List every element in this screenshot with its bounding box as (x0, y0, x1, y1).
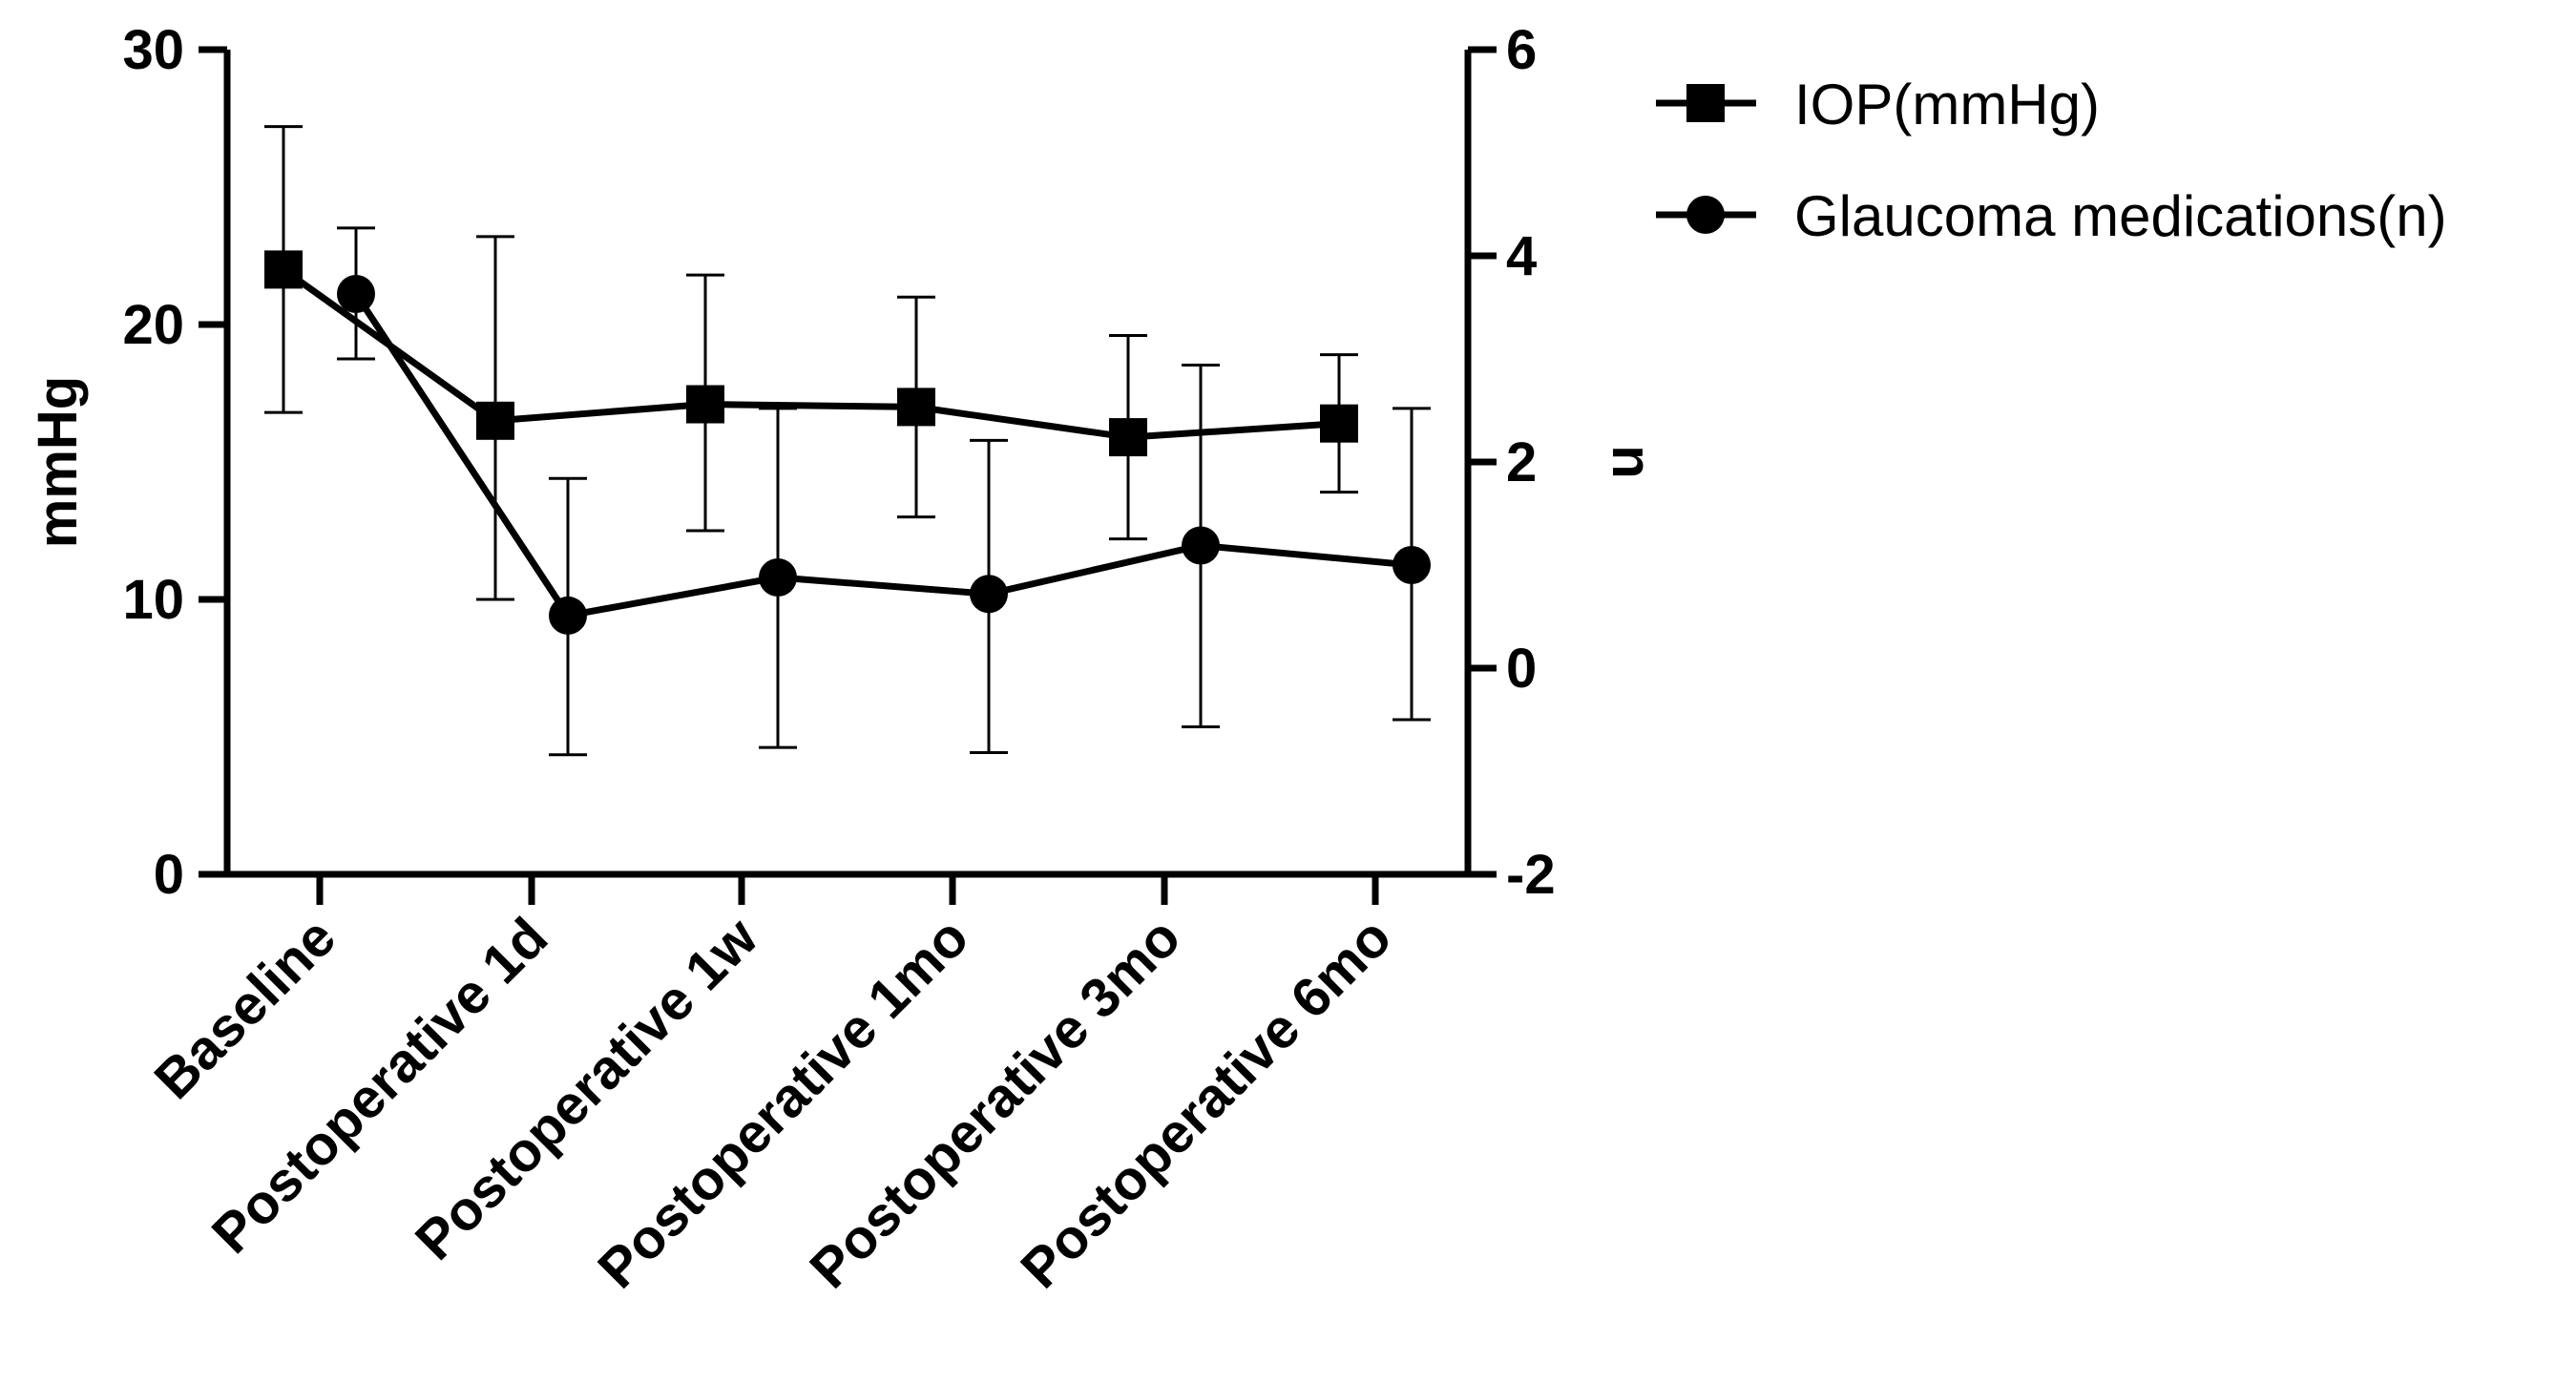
series-line (353, 292, 1413, 619)
left-axis-title: mmHg (27, 376, 89, 548)
left-axis-tick-label: 30 (122, 19, 184, 81)
right-axis-tick-label: 6 (1506, 19, 1537, 81)
data-point (476, 401, 514, 440)
data-point (970, 575, 1008, 614)
legend-marker (1686, 84, 1725, 122)
series-medications (337, 226, 1431, 757)
data-point (1320, 404, 1358, 443)
legend-label: Glaucoma medications(n) (1794, 184, 2447, 248)
x-axis-category-label: Postoperative 1mo (586, 906, 980, 1300)
x-axis-category-label: Postoperative 1w (404, 906, 770, 1272)
x-axis-category-label: Postoperative 6mo (1009, 906, 1403, 1300)
left-axis-tick-label: 20 (122, 294, 184, 356)
series-layer (264, 125, 1431, 757)
right-axis-tick-label: 0 (1506, 638, 1537, 700)
series-line (281, 266, 1340, 441)
data-point (1182, 526, 1220, 565)
data-point (1109, 418, 1147, 457)
axes (199, 46, 1497, 905)
data-point (759, 557, 797, 597)
right-axis-title: n (1601, 445, 1663, 478)
right-axis-tick-label: 2 (1506, 431, 1537, 493)
legend-marker (1686, 196, 1725, 234)
data-point (549, 596, 587, 635)
data-point (686, 385, 724, 424)
left-axis-tick-label: 10 (122, 569, 184, 631)
right-axis-tick-label: 4 (1506, 225, 1537, 287)
data-point (264, 250, 303, 289)
data-point (897, 388, 935, 427)
right-axis-tick-label: -2 (1506, 844, 1556, 906)
x-axis-category-label: Postoperative 3mo (798, 906, 1192, 1300)
left-axis-tick-label: 0 (154, 844, 184, 906)
series-iop (264, 125, 1358, 601)
legend-label: IOP(mmHg) (1794, 73, 2100, 136)
data-point (1393, 546, 1431, 584)
x-axis-category-label: Baseline (143, 906, 348, 1111)
legend: IOP(mmHg) Glaucoma medications(n) (1656, 73, 2447, 248)
data-point (337, 274, 375, 313)
